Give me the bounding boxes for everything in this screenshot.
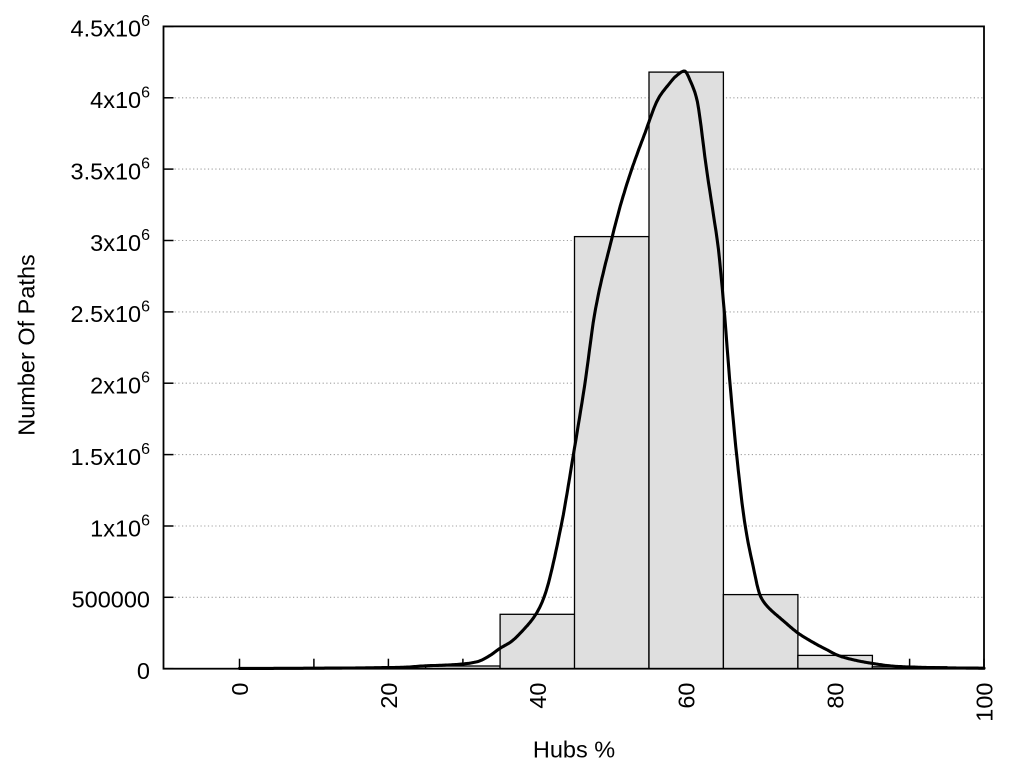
svg-text:2x106: 2x106 [90,370,150,399]
svg-text:0: 0 [137,658,150,684]
svg-text:500000: 500000 [72,587,150,613]
svg-text:1x106: 1x106 [90,513,150,542]
svg-text:3x106: 3x106 [90,227,150,256]
svg-text:40: 40 [525,683,551,709]
svg-text:60: 60 [674,683,700,709]
svg-text:0: 0 [227,683,253,696]
svg-text:1.5x106: 1.5x106 [71,441,151,470]
svg-text:20: 20 [376,683,402,709]
svg-text:2.5x106: 2.5x106 [71,298,151,327]
svg-text:80: 80 [823,683,849,709]
svg-text:4x106: 4x106 [90,84,150,113]
svg-text:3.5x106: 3.5x106 [71,156,151,185]
svg-text:Number Of Paths: Number Of Paths [14,254,40,436]
svg-text:Hubs %: Hubs % [533,737,615,763]
svg-text:4.5x106: 4.5x106 [71,13,151,42]
svg-text:100: 100 [972,683,998,722]
